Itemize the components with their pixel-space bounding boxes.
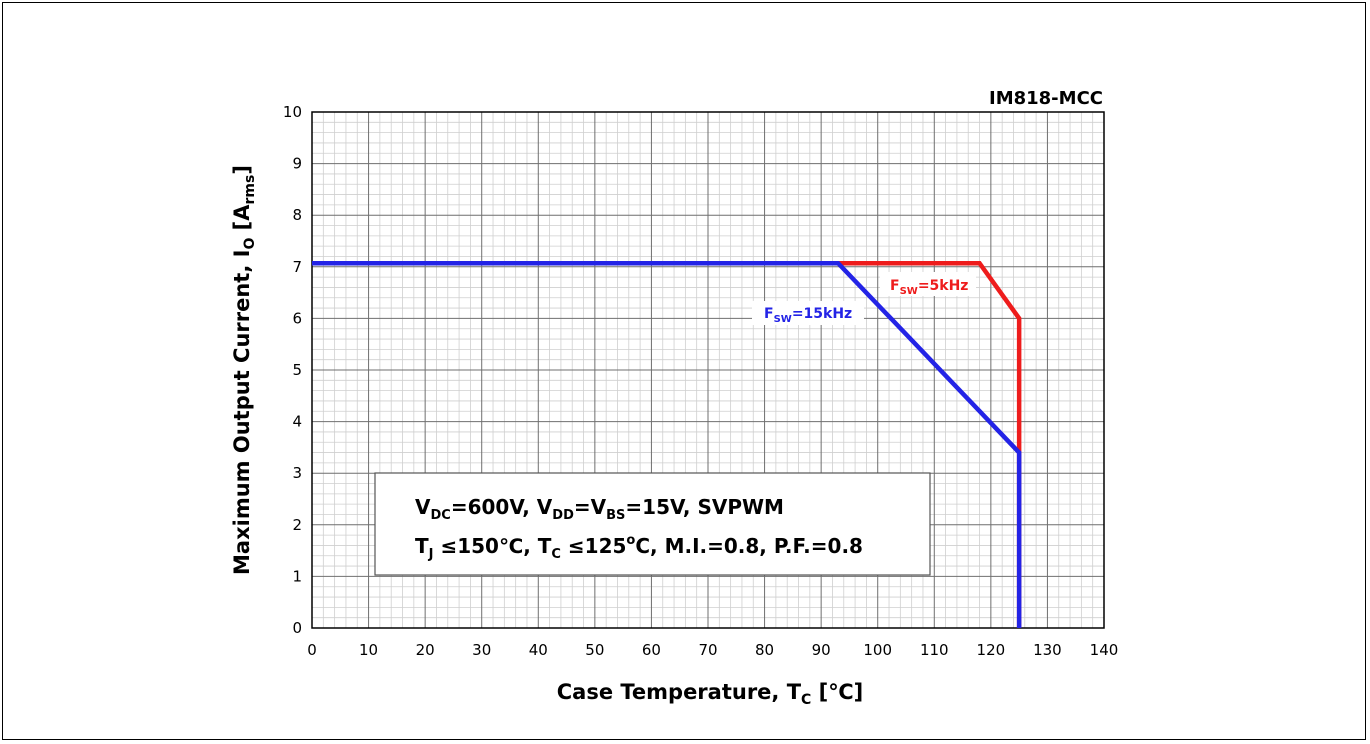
y-tick-label: 6 <box>292 309 302 327</box>
annotation-line-1: VDC=600V, VDD=VBS=15V, SVPWM <box>415 495 784 523</box>
x-tick-label: 130 <box>1033 641 1062 659</box>
series-label-5khz: FSW=5kHz <box>880 272 976 297</box>
x-tick-label: 50 <box>585 641 604 659</box>
x-tick-label: 40 <box>529 641 548 659</box>
y-axis-label: Maximum Output Current, IO [Arms] <box>230 165 258 575</box>
y-tick-label: 10 <box>283 103 302 121</box>
y-tick-label: 1 <box>292 567 302 585</box>
y-tick-labels: 0 1 2 3 4 5 6 7 8 9 10 <box>283 103 302 637</box>
x-tick-label: 120 <box>977 641 1006 659</box>
annotation-line-2: TJ ≤150℃, TC ≤125oC, M.I.=0.8, P.F.=0.8 <box>415 533 863 562</box>
x-tick-label: 100 <box>863 641 892 659</box>
x-tick-label: 20 <box>416 641 435 659</box>
series-label-15khz-text: FSW=15kHz <box>764 306 852 325</box>
y-tick-label: 0 <box>292 619 302 637</box>
chart-title: IM818-MCC <box>989 88 1103 109</box>
x-tick-label: 60 <box>642 641 661 659</box>
plot-border <box>311 111 1105 629</box>
y-tick-label: 3 <box>292 464 302 482</box>
x-tick-label: 10 <box>359 641 378 659</box>
x-tick-label: 70 <box>698 641 717 659</box>
x-tick-label: 80 <box>755 641 774 659</box>
x-tick-label: 30 <box>472 641 491 659</box>
y-tick-label: 9 <box>292 155 302 173</box>
series-group <box>312 260 1022 628</box>
series-label-5khz-text: FSW=5kHz <box>890 278 968 297</box>
conditions-annotation: VDC=600V, VDD=VBS=15V, SVPWM TJ ≤150℃, T… <box>374 472 931 576</box>
x-tick-label: 140 <box>1090 641 1119 659</box>
y-tick-label: 8 <box>292 206 302 224</box>
y-tick-label: 7 <box>292 258 302 276</box>
y-tick-label: 5 <box>292 361 302 379</box>
x-tick-label: 90 <box>812 641 831 659</box>
x-tick-label: 0 <box>307 641 317 659</box>
y-tick-label: 2 <box>292 516 302 534</box>
x-axis-label: Case Temperature, TC [℃] <box>557 680 864 708</box>
x-tick-label: 110 <box>920 641 949 659</box>
annotation-box <box>374 472 931 576</box>
series-label-15khz: FSW=15kHz <box>752 301 864 325</box>
series-line-15khz <box>312 260 1022 628</box>
y-tick-label: 4 <box>292 413 302 431</box>
x-tick-labels: 0 10 20 30 40 50 60 70 80 90 100 110 120 130 140 <box>307 641 1118 659</box>
